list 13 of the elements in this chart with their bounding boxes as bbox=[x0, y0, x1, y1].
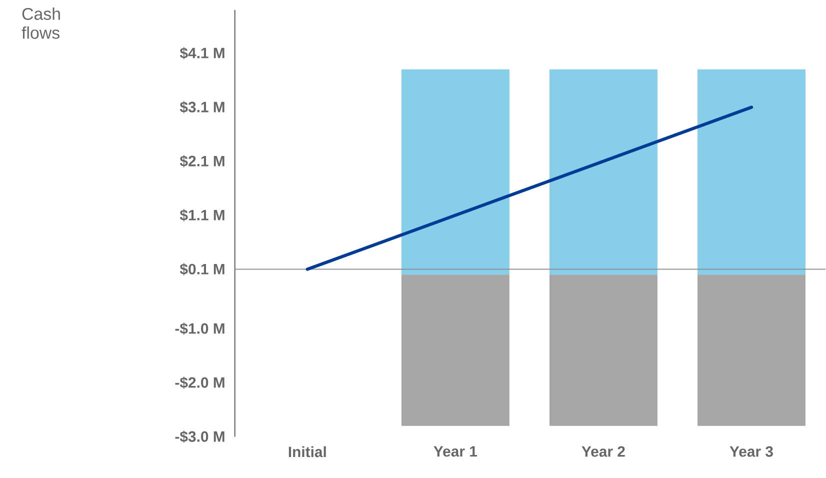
text: Cash flows bbox=[22, 8, 60, 40]
x-tick-label: Year 2 bbox=[582, 446, 625, 457]
x-tick-label: Year 1 bbox=[434, 446, 477, 457]
y-tick-label: $4.1 M bbox=[180, 47, 224, 60]
y-tick-label: $0.1 M bbox=[180, 263, 224, 276]
y-tick-label: $1.1 M bbox=[180, 209, 224, 222]
y-tick-label: -$2.0 M bbox=[175, 376, 224, 389]
x-tick-label: Initial bbox=[288, 446, 326, 458]
y-tick-label: $3.1 M bbox=[180, 101, 224, 114]
x-tick-label: Year 3 bbox=[730, 446, 773, 457]
y-tick-label: -$1.0 M bbox=[175, 322, 224, 335]
y-tick-label: $2.1 M bbox=[180, 155, 224, 168]
y-tick-label: -$3.0 M bbox=[175, 430, 224, 443]
